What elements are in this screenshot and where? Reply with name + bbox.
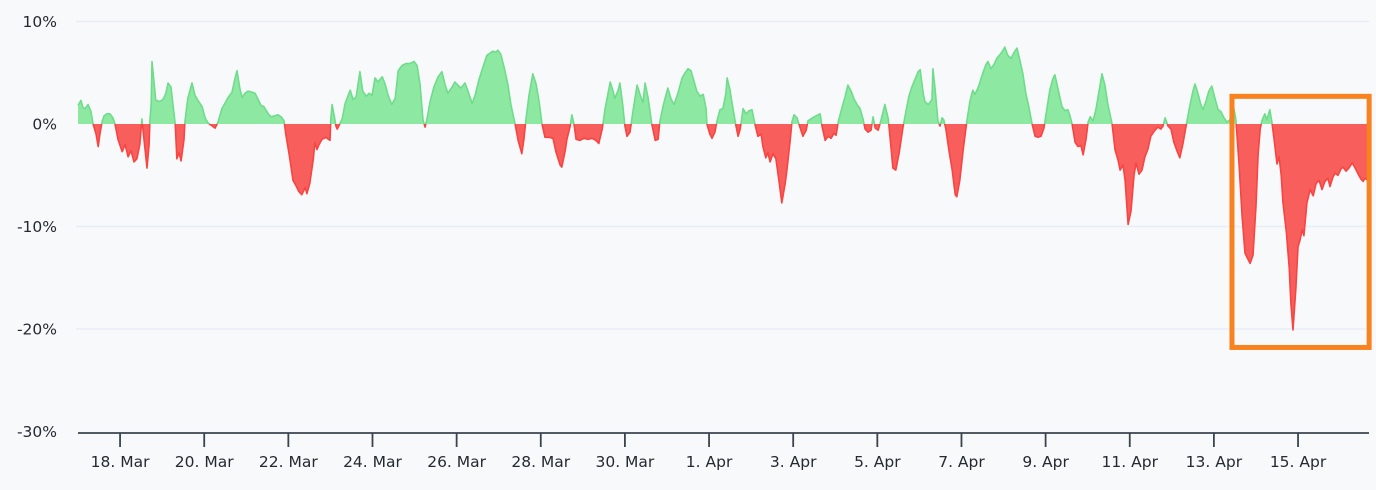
x-axis-tick-label: 11. Apr	[1102, 453, 1159, 471]
x-axis-labels: 18. Mar 20. Mar 22. Mar 24. Mar 26. Mar 28. M…	[91, 453, 1327, 471]
negative-area	[78, 124, 1368, 330]
gridlines	[76, 20, 1369, 330]
x-axis-tick-label: 13. Apr	[1186, 453, 1243, 471]
negative-line	[92, 124, 1369, 331]
x-axis-tick-label: 22. Mar	[259, 453, 318, 471]
y-axis-tick-label: -30%	[17, 423, 57, 441]
x-axis-tick-label: 30. Mar	[595, 453, 654, 471]
x-axis-tick-label: 15. Apr	[1270, 453, 1327, 471]
positive-line	[77, 46, 1273, 124]
x-axis-tick-label: 1. Apr	[686, 453, 733, 471]
x-axis-tick-label: 9. Apr	[1022, 453, 1069, 471]
x-axis-tick-label: 26. Mar	[427, 453, 486, 471]
y-axis-tick-label: -10%	[17, 218, 57, 236]
x-axis-tick-label: 24. Mar	[343, 453, 402, 471]
x-axis	[78, 432, 1369, 447]
x-axis-tick-label: 18. Mar	[91, 453, 150, 471]
y-axis-tick-label: 0%	[32, 116, 57, 134]
x-axis-tick-label: 7. Apr	[938, 453, 985, 471]
x-axis-tick-label: 3. Apr	[770, 453, 817, 471]
y-axis-tick-label: -20%	[17, 321, 57, 339]
x-axis-tick-label: 20. Mar	[175, 453, 234, 471]
x-axis-tick-label: 28. Mar	[511, 453, 570, 471]
highlight-box	[1229, 93, 1372, 350]
x-axis-tick-label: 5. Apr	[854, 453, 901, 471]
y-axis-tick-label: 10%	[23, 13, 57, 31]
y-axis-labels: 10% 0% -10% -20% -30%	[17, 13, 57, 441]
positive-area	[78, 47, 1368, 124]
